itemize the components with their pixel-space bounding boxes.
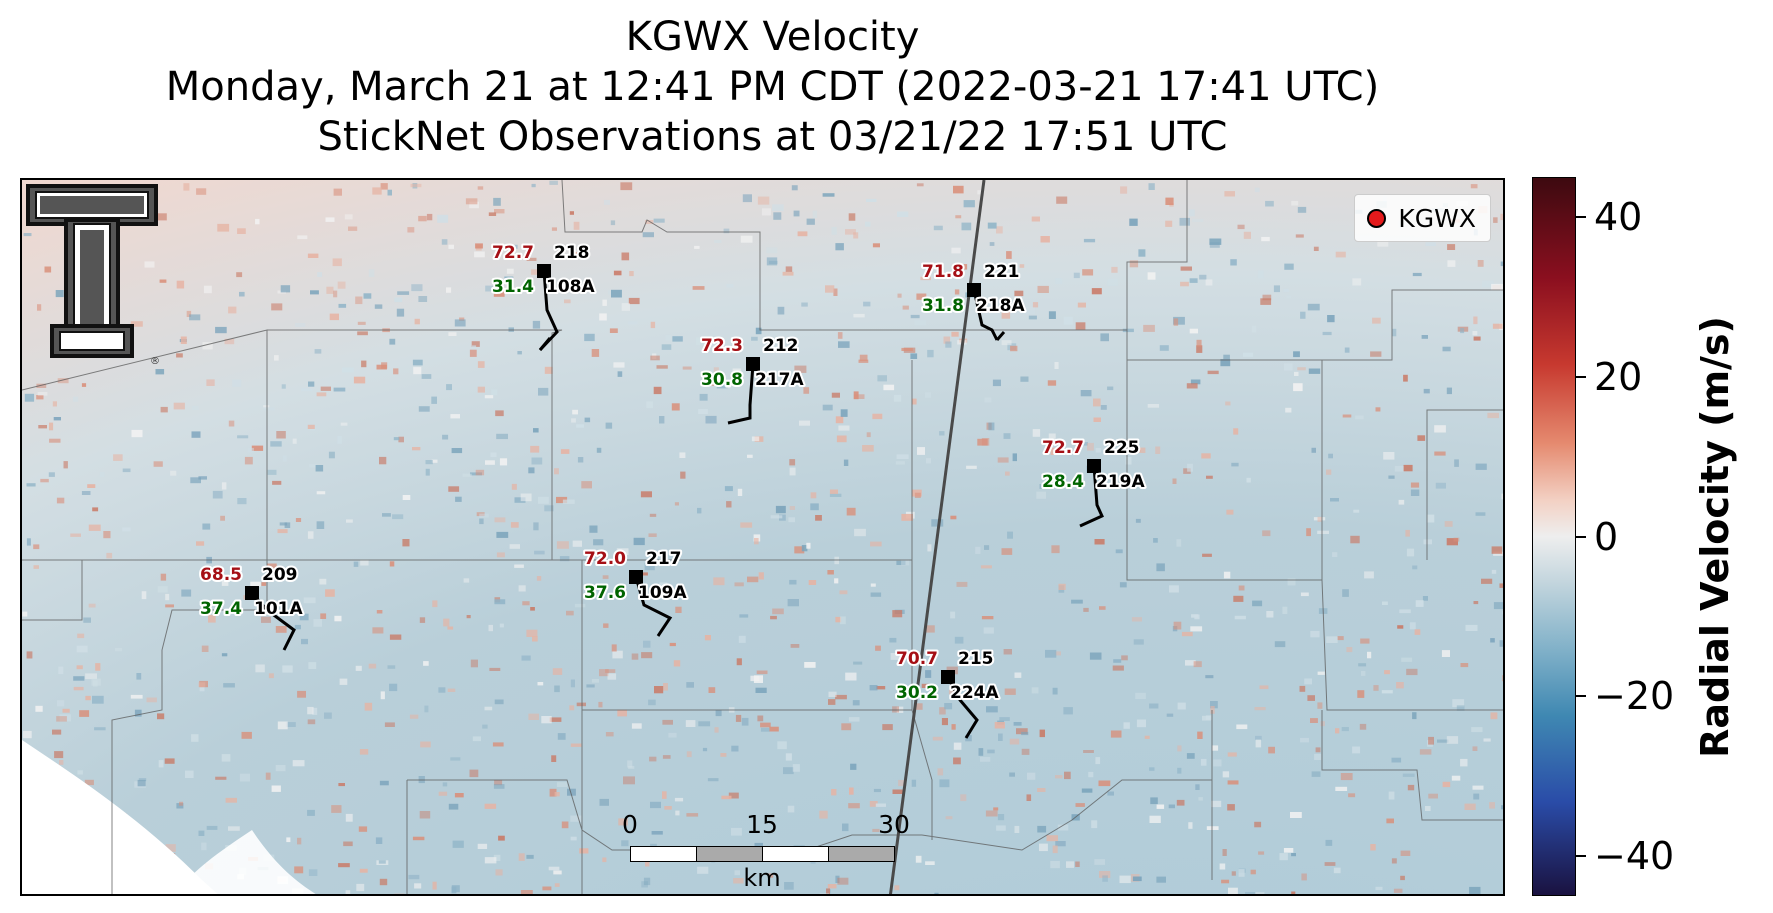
scale-unit: km	[743, 864, 781, 892]
station-dewpoint: 37.6	[584, 583, 626, 603]
station-id: 221	[984, 262, 1020, 282]
station-sub-id: 218A	[976, 296, 1025, 316]
station-temperature: 72.3	[701, 336, 743, 356]
county-boundaries	[22, 180, 1503, 894]
station-marker-icon	[967, 283, 981, 297]
station-dewpoint: 31.4	[492, 277, 534, 297]
scale-segment	[828, 846, 895, 862]
station-212[interactable]: 72.3 212 30.8 217A	[699, 334, 806, 425]
wind-barb-icon	[1079, 465, 1104, 528]
scale-segment	[762, 846, 829, 862]
station-temperature: 72.7	[1042, 438, 1084, 458]
colorbar-tick	[1576, 215, 1586, 218]
colorbar-tick	[1576, 855, 1586, 858]
station-dewpoint: 31.8	[922, 296, 964, 316]
radar-map[interactable]: 72.7 218 31.4 108A 71.8 221 31.8 218A 72.3 212 30.…	[20, 178, 1505, 896]
station-dewpoint: 37.4	[200, 599, 242, 619]
station-dewpoint: 28.4	[1042, 472, 1084, 492]
station-sub-id: 101A	[254, 599, 303, 619]
no-data-region-2	[175, 830, 316, 894]
station-id: 212	[763, 336, 799, 356]
stations-layer: 72.7 218 31.4 108A 71.8 221 31.8 218A 72.3 212 30.…	[198, 241, 1147, 739]
svg-text:®: ®	[150, 356, 160, 367]
station-225[interactable]: 72.7 225 28.4 219A	[1040, 436, 1147, 528]
station-marker-icon	[629, 570, 643, 584]
wind-barb-flag-icon	[995, 331, 1006, 341]
wind-barb-icon	[727, 363, 755, 425]
scale-segment	[630, 846, 697, 862]
station-sub-id: 109A	[638, 583, 687, 603]
scale-segment	[696, 846, 763, 862]
wind-barb-icon	[972, 289, 999, 341]
station-id: 225	[1104, 438, 1140, 458]
colorbar-tick	[1576, 535, 1586, 538]
station-id: 218	[554, 243, 590, 263]
wind-barb-flag-icon	[538, 337, 552, 351]
station-temperature: 72.0	[584, 549, 626, 569]
colorbar-tick-label: −40	[1594, 834, 1675, 879]
station-marker-icon	[1087, 459, 1101, 473]
colorbar-tick	[1576, 375, 1586, 378]
station-dewpoint: 30.2	[896, 683, 938, 703]
title-line-3: StickNet Observations at 03/21/22 17:51 …	[317, 114, 1228, 160]
map-canvas: 72.7 218 31.4 108A 71.8 221 31.8 218A 72.3 212 30.…	[22, 180, 1503, 894]
station-215[interactable]: 70.7 215 30.2 224A	[894, 647, 1001, 739]
radar-site-marker-icon	[1367, 208, 1387, 228]
station-temperature: 71.8	[922, 262, 964, 282]
scale-bar: 0 15 30 km	[622, 810, 920, 892]
station-marker-icon	[746, 357, 760, 371]
station-sub-id: 217A	[755, 370, 804, 390]
colorbar-title: Radial Velocity (m/s)	[1693, 316, 1737, 758]
scale-label-0: 0	[622, 810, 638, 839]
station-id: 209	[262, 565, 298, 585]
station-marker-icon	[941, 670, 955, 684]
wind-barb-icon	[946, 676, 979, 739]
map-legend: KGWX	[1354, 194, 1491, 242]
texas-tech-logo-icon: ®	[26, 184, 160, 367]
colorbar-tick-label: 0	[1594, 514, 1619, 559]
radial-line	[889, 180, 986, 894]
station-sub-id: 219A	[1096, 472, 1145, 492]
scale-label-15: 15	[746, 810, 778, 839]
station-id: 215	[958, 649, 994, 669]
station-sub-id: 108A	[546, 277, 595, 297]
velocity-speckles	[22, 180, 1503, 894]
wind-barb-icon	[634, 576, 673, 637]
velocity-field	[22, 180, 1503, 894]
station-marker-icon	[245, 586, 259, 600]
colorbar-tick-label: −20	[1594, 674, 1675, 719]
station-temperature: 70.7	[896, 649, 938, 669]
station-temperature: 72.7	[492, 243, 534, 263]
station-id: 217	[646, 549, 682, 569]
station-221[interactable]: 71.8 221 31.8 218A	[920, 260, 1027, 341]
station-218[interactable]: 72.7 218 31.4 108A	[490, 241, 597, 352]
station-209[interactable]: 68.5 209 37.4 101A	[198, 563, 305, 651]
colorbar-tick-label: 20	[1594, 354, 1643, 399]
station-temperature: 68.5	[200, 565, 242, 585]
wind-barb-icon	[250, 592, 296, 651]
scale-label-30: 30	[878, 810, 910, 839]
station-sub-id: 224A	[950, 683, 999, 703]
colorbar	[1532, 177, 1576, 896]
title-line-2: Monday, March 21 at 12:41 PM CDT (2022-0…	[165, 64, 1380, 110]
no-data-region	[22, 740, 218, 894]
station-217[interactable]: 72.0 217 37.6 109A	[582, 547, 689, 637]
colorbar-tick-label: 40	[1594, 194, 1643, 239]
station-dewpoint: 30.8	[701, 370, 743, 390]
colorbar-tick	[1576, 695, 1586, 698]
title-line-1: KGWX Velocity	[625, 14, 920, 60]
plot-title: KGWX Velocity Monday, March 21 at 12:41 …	[20, 12, 1525, 162]
legend-label: KGWX	[1398, 203, 1476, 233]
station-marker-icon	[537, 264, 551, 278]
